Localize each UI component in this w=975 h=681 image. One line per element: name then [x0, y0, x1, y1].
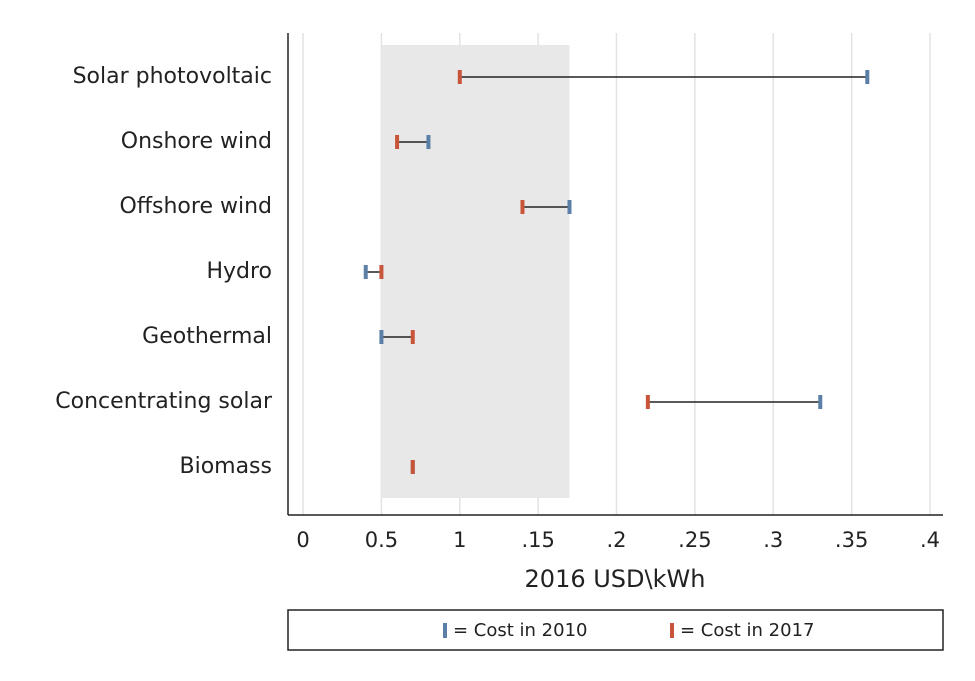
x-tick-label: 0.5: [365, 528, 398, 552]
legend-label: = Cost in 2010: [453, 620, 587, 641]
x-tick-label: .2: [606, 528, 626, 552]
legend-swatch: [443, 623, 447, 638]
legend-swatch: [670, 623, 674, 638]
category-label: Offshore wind: [120, 194, 272, 219]
point-mark: [410, 460, 415, 474]
category-label: Geothermal: [142, 324, 272, 349]
shaded-range: [381, 45, 570, 498]
legend-label: = Cost in 2017: [680, 620, 814, 641]
point-mark: [865, 70, 870, 84]
x-tick-label: 0: [296, 528, 309, 552]
point-mark: [645, 395, 650, 409]
legend-box: [287, 609, 944, 651]
point-mark: [395, 135, 400, 149]
point-mark: [363, 265, 368, 279]
point-mark: [567, 200, 572, 214]
point-mark: [457, 70, 462, 84]
x-tick-label: .15: [521, 528, 554, 552]
point-mark: [410, 330, 415, 344]
point-mark: [426, 135, 431, 149]
category-label: Solar photovoltaic: [73, 64, 272, 89]
point-mark: [379, 265, 384, 279]
category-label: Concentrating solar: [55, 389, 273, 414]
x-tick-label: 1: [453, 528, 466, 552]
x-axis-label: 2016 USD\kWh: [525, 565, 706, 593]
point-mark: [379, 330, 384, 344]
point-mark: [818, 395, 823, 409]
x-tick-label: .4: [920, 528, 940, 552]
x-tick-label: .3: [763, 528, 783, 552]
category-label: Onshore wind: [121, 129, 272, 154]
category-label: Biomass: [179, 454, 272, 479]
category-label: Hydro: [206, 259, 272, 284]
point-mark: [520, 200, 525, 214]
x-tick-label: .35: [835, 528, 868, 552]
x-tick-label: .25: [678, 528, 711, 552]
